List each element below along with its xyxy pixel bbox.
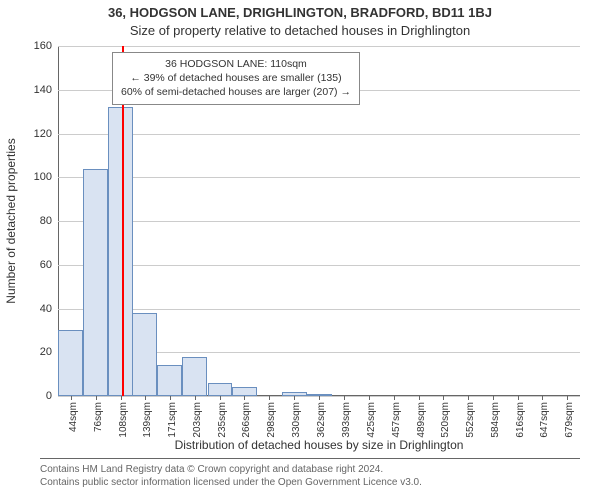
footer-line2: Contains public sector information licen… xyxy=(40,477,422,488)
histogram-bar xyxy=(182,357,207,396)
histogram-bar xyxy=(208,383,232,396)
footer-attribution: Contains HM Land Registry data © Crown c… xyxy=(40,458,580,489)
x-tick-mark xyxy=(319,396,320,400)
chart-container: 36, HODGSON LANE, DRIGHLINGTON, BRADFORD… xyxy=(0,0,600,500)
x-tick-mark xyxy=(493,396,494,400)
x-tick-mark xyxy=(220,396,221,400)
y-gridline xyxy=(58,221,580,222)
histogram-bar xyxy=(232,387,257,396)
x-tick-mark xyxy=(369,396,370,400)
x-tick-label: 489sqm xyxy=(416,402,427,442)
x-tick-label: 616sqm xyxy=(515,402,526,442)
x-tick-label: 647sqm xyxy=(539,402,550,442)
x-axis-label: Distribution of detached houses by size … xyxy=(58,438,580,452)
x-tick-mark xyxy=(567,396,568,400)
x-tick-label: 330sqm xyxy=(291,402,302,442)
x-tick-label: 457sqm xyxy=(391,402,402,442)
y-tick-label: 20 xyxy=(40,346,58,358)
x-tick-mark xyxy=(344,396,345,400)
x-tick-label: 108sqm xyxy=(118,402,129,442)
x-tick-mark xyxy=(468,396,469,400)
x-tick-mark xyxy=(294,396,295,400)
histogram-bar xyxy=(58,330,83,396)
annotation-line2: ← 39% of detached houses are smaller (13… xyxy=(121,71,351,85)
x-tick-label: 552sqm xyxy=(465,402,476,442)
x-tick-label: 139sqm xyxy=(142,402,153,442)
y-tick-label: 100 xyxy=(34,171,58,183)
x-tick-label: 171sqm xyxy=(167,402,178,442)
footer-line1: Contains HM Land Registry data © Crown c… xyxy=(40,464,383,475)
y-tick-label: 120 xyxy=(34,128,58,140)
histogram-bar xyxy=(157,365,182,396)
x-tick-label: 679sqm xyxy=(564,402,575,442)
x-tick-label: 235sqm xyxy=(217,402,228,442)
histogram-bar xyxy=(132,313,157,396)
x-tick-mark xyxy=(244,396,245,400)
x-tick-label: 76sqm xyxy=(93,402,104,442)
y-gridline xyxy=(58,134,580,135)
x-tick-mark xyxy=(96,396,97,400)
y-tick-label: 80 xyxy=(40,215,58,227)
x-tick-mark xyxy=(443,396,444,400)
x-tick-mark xyxy=(518,396,519,400)
chart-title-main: 36, HODGSON LANE, DRIGHLINGTON, BRADFORD… xyxy=(0,5,600,20)
y-gridline xyxy=(58,265,580,266)
y-tick-label: 40 xyxy=(40,303,58,315)
x-tick-label: 393sqm xyxy=(341,402,352,442)
x-tick-mark xyxy=(542,396,543,400)
y-gridline xyxy=(58,46,580,47)
x-tick-label: 584sqm xyxy=(490,402,501,442)
x-tick-mark xyxy=(195,396,196,400)
x-tick-label: 203sqm xyxy=(192,402,203,442)
y-gridline xyxy=(58,309,580,310)
y-tick-label: 140 xyxy=(34,84,58,96)
histogram-bar xyxy=(108,107,132,396)
y-tick-label: 0 xyxy=(46,390,58,402)
x-tick-label: 44sqm xyxy=(68,402,79,442)
x-tick-mark xyxy=(419,396,420,400)
x-tick-mark xyxy=(121,396,122,400)
plot-area: 02040608010012014016044sqm76sqm108sqm139… xyxy=(58,46,580,396)
y-tick-label: 60 xyxy=(40,259,58,271)
x-tick-label: 520sqm xyxy=(440,402,451,442)
x-tick-mark xyxy=(145,396,146,400)
annotation-line1: 36 HODGSON LANE: 110sqm xyxy=(121,57,351,71)
annotation-box: 36 HODGSON LANE: 110sqm← 39% of detached… xyxy=(112,52,360,105)
annotation-line3: 60% of semi-detached houses are larger (… xyxy=(121,85,351,99)
x-tick-label: 425sqm xyxy=(366,402,377,442)
x-tick-mark xyxy=(170,396,171,400)
x-tick-label: 266sqm xyxy=(241,402,252,442)
y-axis-label: Number of detached properties xyxy=(4,46,20,396)
histogram-bar xyxy=(83,169,108,397)
x-tick-mark xyxy=(71,396,72,400)
x-tick-mark xyxy=(394,396,395,400)
x-tick-label: 298sqm xyxy=(266,402,277,442)
x-tick-label: 362sqm xyxy=(316,402,327,442)
y-tick-label: 160 xyxy=(34,40,58,52)
y-gridline xyxy=(58,177,580,178)
x-tick-mark xyxy=(269,396,270,400)
chart-title-sub: Size of property relative to detached ho… xyxy=(0,23,600,38)
